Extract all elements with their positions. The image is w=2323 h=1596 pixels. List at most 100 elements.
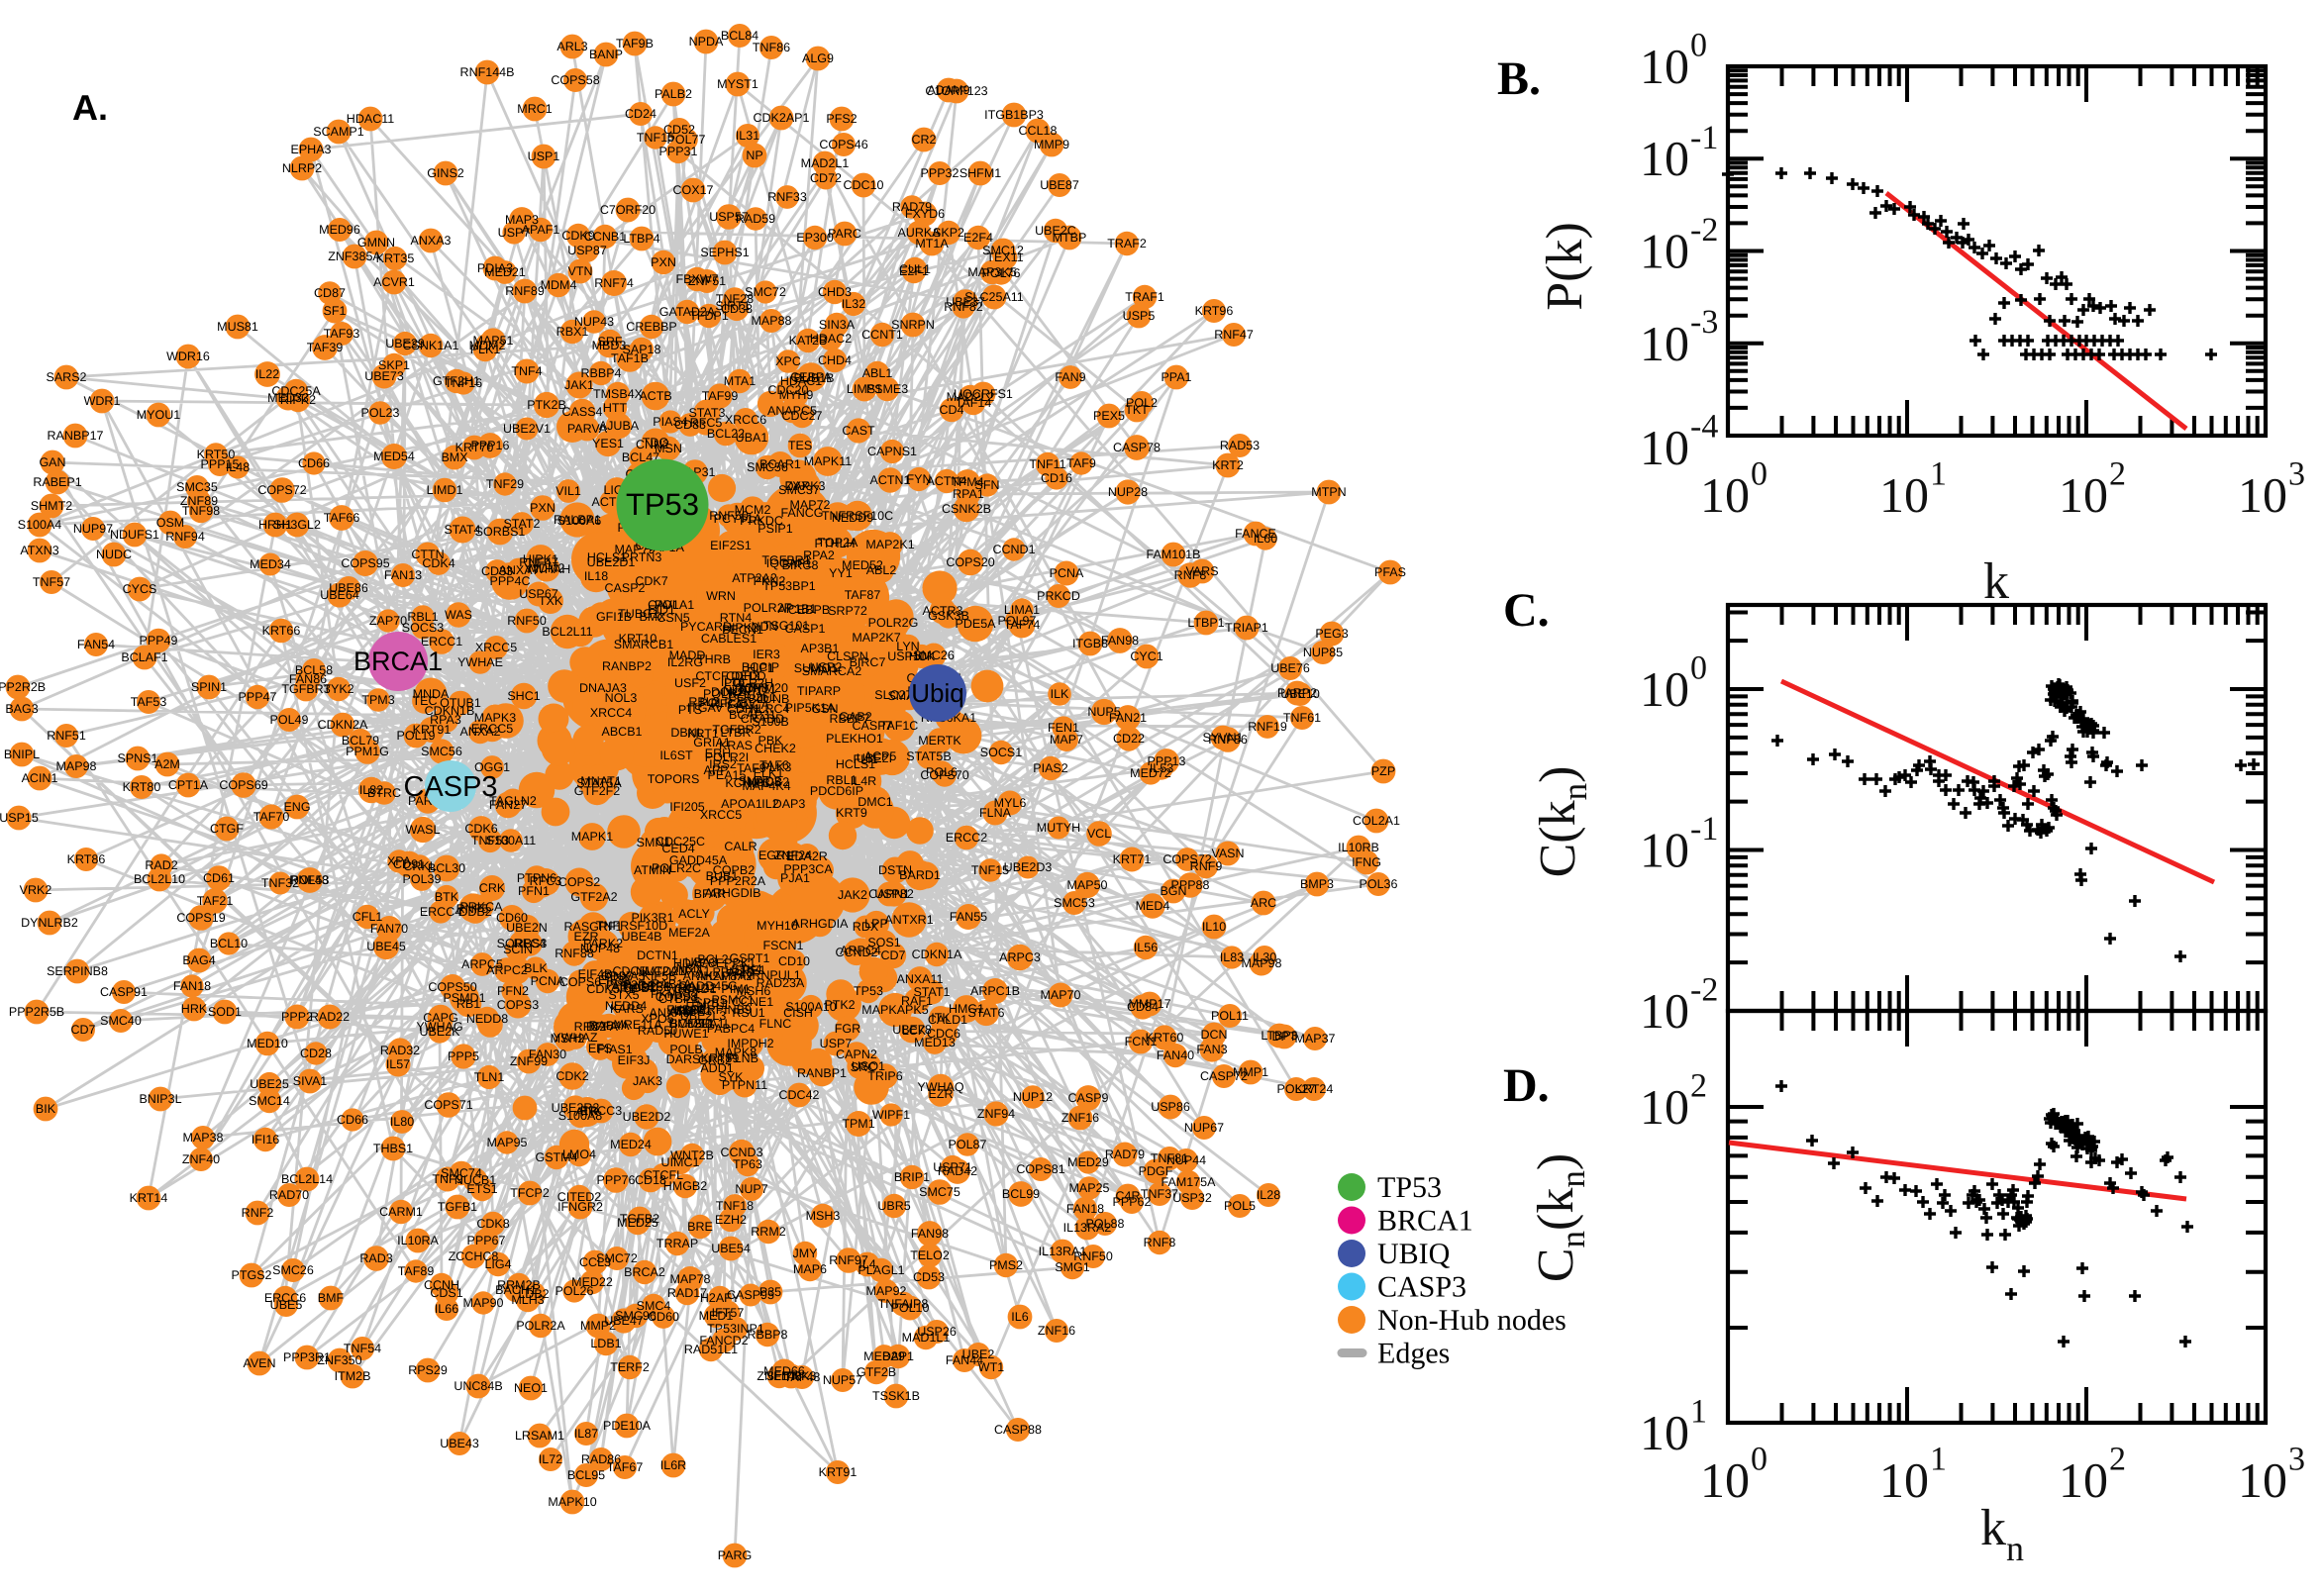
svg-text:CD33: CD33: [481, 564, 513, 578]
svg-text:TRIAP1: TRIAP1: [1225, 621, 1268, 635]
svg-text:CEBPB: CEBPB: [788, 603, 830, 617]
svg-text:-2: -2: [1690, 972, 1718, 1009]
svg-text:UBE2I: UBE2I: [857, 751, 892, 765]
svg-text:SMN1: SMN1: [637, 836, 671, 849]
svg-text:PFN2: PFN2: [497, 984, 529, 998]
svg-text:EIF2S1: EIF2S1: [710, 539, 752, 552]
svg-text:CD16: CD16: [1041, 471, 1072, 485]
svg-text:E2F4: E2F4: [963, 231, 993, 245]
svg-text:CDK2: CDK2: [556, 1069, 588, 1083]
svg-text:CPT1A: CPT1A: [168, 778, 209, 792]
svg-text:NUP7: NUP7: [735, 1182, 767, 1196]
svg-text:1: 1: [1930, 1442, 1947, 1478]
svg-text:PFAS: PFAS: [1374, 565, 1406, 579]
svg-text:YES1: YES1: [592, 437, 624, 450]
svg-text:PCNA: PCNA: [1050, 566, 1084, 580]
svg-text:STAT1: STAT1: [913, 985, 950, 999]
svg-text:IL10RB: IL10RB: [1338, 841, 1379, 854]
svg-text:RAD22: RAD22: [310, 1010, 350, 1024]
svg-text:CASS4: CASS4: [562, 405, 603, 419]
svg-text:TAF9B: TAF9B: [616, 37, 654, 50]
svg-text:MED33: MED33: [267, 391, 309, 405]
svg-text:SMC53: SMC53: [1054, 896, 1095, 910]
svg-text:IMPDH2: IMPDH2: [727, 1037, 773, 1050]
svg-text:TNF18: TNF18: [716, 1199, 754, 1213]
svg-text:MAPK10: MAPK10: [548, 1495, 596, 1509]
svg-text:IL82: IL82: [359, 783, 383, 797]
svg-text:10: 10: [2238, 467, 2287, 523]
svg-text:NLRP2: NLRP2: [282, 161, 322, 175]
svg-text:RNF86: RNF86: [1208, 733, 1248, 747]
svg-text:ARHGDIA: ARHGDIA: [792, 917, 850, 931]
svg-text:EP300: EP300: [796, 231, 834, 245]
svg-text:RPA1: RPA1: [953, 487, 984, 501]
svg-text:SORBS1: SORBS1: [475, 525, 526, 539]
svg-text:POLR2G: POLR2G: [868, 616, 919, 630]
svg-text:CD87: CD87: [314, 286, 346, 300]
svg-text:MYH10: MYH10: [757, 919, 798, 933]
svg-text:MAP7: MAP7: [1050, 733, 1083, 747]
svg-text:IFNG: IFNG: [1352, 855, 1381, 869]
svg-text:ATXN3: ATXN3: [20, 544, 58, 557]
svg-text:GTF2A2: GTF2A2: [570, 890, 617, 904]
svg-text:VASN: VASN: [1211, 847, 1244, 860]
svg-text:CREBBP: CREBBP: [626, 320, 676, 334]
svg-text:S100A4: S100A4: [18, 518, 62, 532]
svg-text:UBE25: UBE25: [250, 1077, 289, 1091]
svg-text:D.: D.: [1503, 1059, 1550, 1112]
svg-text:IER3: IER3: [753, 648, 780, 661]
svg-text:MSH6: MSH6: [737, 984, 771, 998]
svg-text:GSPT1: GSPT1: [730, 951, 770, 965]
svg-text:COPS3: COPS3: [497, 998, 539, 1012]
svg-text:ANAPC5: ANAPC5: [767, 404, 817, 418]
svg-text:FAN18: FAN18: [173, 979, 211, 993]
svg-text:CUL1: CUL1: [899, 262, 931, 276]
svg-text:SMC72: SMC72: [745, 285, 786, 299]
svg-text:CDK8: CDK8: [476, 1217, 509, 1231]
svg-text:IFI16: IFI16: [252, 1133, 280, 1147]
svg-text:BIK: BIK: [36, 1102, 56, 1116]
svg-text:XRCC5: XRCC5: [700, 808, 742, 822]
svg-text:10: 10: [1640, 131, 1689, 186]
svg-text:BMF: BMF: [318, 1291, 345, 1305]
svg-text:CR2: CR2: [911, 133, 936, 147]
svg-text:CALD1: CALD1: [928, 1013, 967, 1027]
svg-text:FAN70: FAN70: [370, 922, 408, 936]
svg-text:TAF21: TAF21: [197, 894, 234, 908]
svg-text:PPP47: PPP47: [239, 690, 277, 704]
svg-text:POL97: POL97: [998, 614, 1037, 628]
svg-text:S100A6: S100A6: [557, 514, 602, 528]
svg-text:2: 2: [1690, 1068, 1707, 1105]
svg-text:MAP88: MAP88: [752, 314, 792, 328]
svg-text:FAN9: FAN9: [1055, 370, 1085, 384]
svg-text:PARG: PARG: [718, 1548, 753, 1562]
svg-text:LDB1: LDB1: [590, 1337, 621, 1350]
svg-text:USP7: USP7: [498, 226, 531, 240]
svg-text:SRP72: SRP72: [828, 604, 867, 618]
svg-text:SMC96: SMC96: [615, 1309, 656, 1323]
svg-text:MRC1: MRC1: [517, 102, 552, 116]
svg-text:PEX5: PEX5: [1093, 409, 1125, 423]
svg-text:PPP31: PPP31: [659, 145, 698, 158]
svg-text:WNT2B: WNT2B: [670, 1148, 714, 1162]
svg-text:TERF2: TERF2: [610, 1360, 650, 1374]
svg-text:10: 10: [1640, 983, 1689, 1039]
svg-text:KRT71: KRT71: [1113, 852, 1152, 866]
svg-text:UBE10: UBE10: [1280, 687, 1320, 701]
svg-text:10: 10: [2059, 467, 2108, 523]
svg-text:TAF99: TAF99: [702, 389, 739, 403]
svg-text:EGR1: EGR1: [758, 848, 792, 862]
svg-text:IL22: IL22: [255, 367, 279, 381]
svg-text:USP86: USP86: [1151, 1100, 1190, 1114]
svg-text:BMX: BMX: [639, 610, 666, 624]
svg-text:MAP37: MAP37: [1295, 1032, 1336, 1046]
svg-text:RNF47: RNF47: [1214, 328, 1254, 342]
svg-text:USP1: USP1: [528, 150, 560, 163]
svg-text:POL76: POL76: [982, 266, 1021, 280]
svg-text:CASP78: CASP78: [1113, 441, 1161, 454]
svg-text:PALB2: PALB2: [655, 87, 692, 101]
svg-text:TAF9: TAF9: [1066, 456, 1096, 470]
svg-text:RANBP2: RANBP2: [602, 659, 652, 673]
svg-text:PZP: PZP: [1371, 764, 1395, 778]
svg-text:Edges: Edges: [1377, 1338, 1450, 1370]
